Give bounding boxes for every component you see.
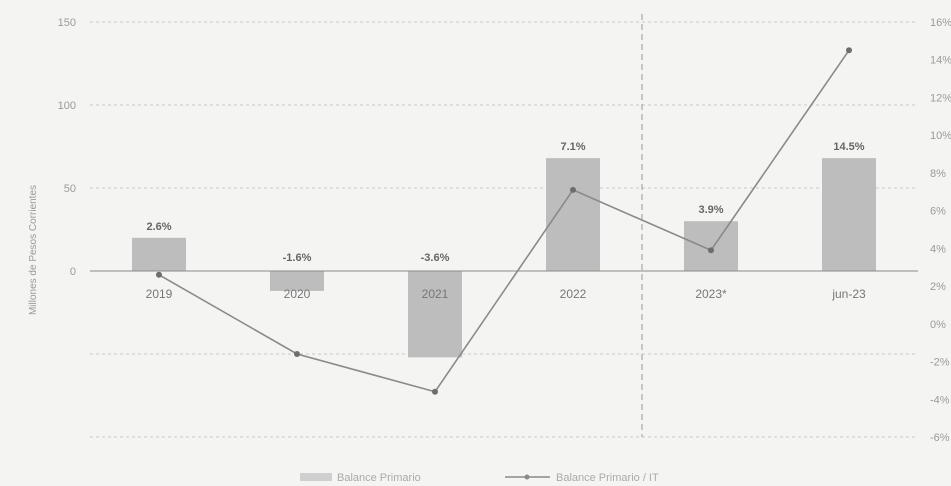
right-tick-label: -4% [930,394,950,406]
right-tick-label: 12% [930,92,951,104]
right-tick-label: 2% [930,281,946,293]
bar [822,158,876,271]
category-labels: 2019 2020 2021 2022 2023* jun-23 [146,287,866,301]
bar [684,221,738,271]
bar [408,271,462,358]
category-label: jun-23 [831,287,866,301]
data-labels: 2.6% -1.6% -3.6% 7.1% 3.9% 14.5% [146,141,864,264]
line-point [570,186,576,193]
left-tick-label: 100 [58,100,76,112]
right-tick-label: 16% [930,17,951,29]
line-point [846,47,852,54]
data-label: -3.6% [421,252,450,264]
left-tick-label: 50 [64,183,76,195]
right-tick-label: 6% [930,206,946,218]
category-label: 2019 [146,287,173,301]
category-label: 2020 [284,287,311,301]
left-tick-label: 0 [70,266,76,278]
right-tick-label: -2% [930,357,950,369]
gridlines [90,21,918,438]
right-tick-label: 10% [930,130,951,142]
category-label: 2023* [695,287,727,301]
legend-bar-label: Balance Primario [337,472,421,484]
right-tick-label: 14% [930,55,951,67]
data-label: 14.5% [833,141,864,153]
data-label: -1.6% [283,252,312,264]
data-label: 3.9% [698,204,723,216]
series-line [158,49,850,393]
bar [132,237,186,271]
right-tick-label: 0% [930,319,946,331]
line-point [708,247,714,254]
left-tick-label: 150 [58,17,76,29]
data-label: 2.6% [146,221,171,233]
line-point [432,388,438,395]
y-axis-label: Millones de Pesos Corrientes [28,185,39,315]
legend-line-label: Balance Primario / IT [556,472,659,484]
legend-bar-swatch [300,473,332,481]
category-label: 2022 [560,287,587,301]
line-series [156,47,852,395]
legend-line-marker [524,474,530,480]
bars [132,158,876,358]
bar [546,158,600,271]
right-tick-label: 4% [930,243,946,255]
line-point [294,351,300,357]
line-point [156,271,162,278]
right-tick-label: 8% [930,168,946,180]
bar [270,271,324,291]
left-axis-ticks: 150 100 50 0 [58,17,76,278]
legend: Balance Primario Balance Primario / IT [300,472,659,484]
category-label: 2021 [422,287,449,301]
right-tick-label: -6% [930,432,950,444]
data-label: 7.1% [560,141,585,153]
right-axis-ticks: 16% 14% 12% 10% 8% 6% 4% 2% 0% -2% -4% -6% [930,17,951,444]
